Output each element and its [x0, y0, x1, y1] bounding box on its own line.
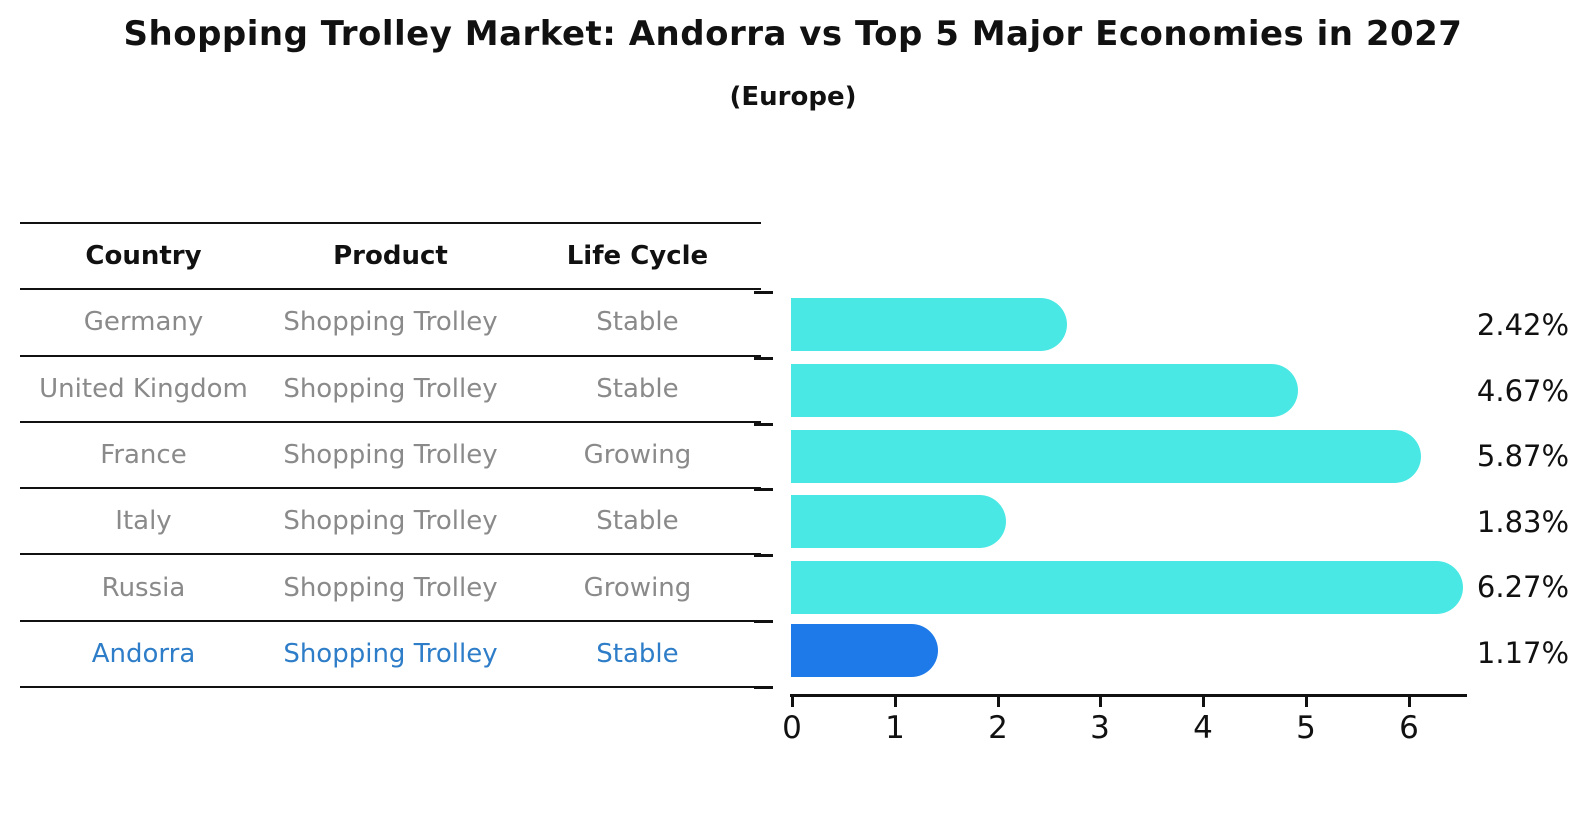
value-label: 2.42%: [1476, 308, 1570, 342]
y-axis-tick: [754, 554, 773, 557]
cell-country: Andorra: [91, 638, 196, 669]
cell-life-cycle: Growing: [583, 572, 692, 603]
value-label: 4.67%: [1476, 374, 1570, 408]
x-axis-line: [790, 694, 1467, 697]
table-header-row: Country Product Life Cycle: [20, 222, 761, 288]
bar-russia: [791, 561, 1463, 614]
x-axis-tick: [1202, 697, 1205, 707]
cell-life-cycle: Growing: [583, 439, 692, 470]
table-row-france: France Shopping Trolley Growing: [20, 420, 761, 487]
bar-andorra-highlighted: [791, 624, 938, 677]
x-axis-tick-label: 3: [1090, 710, 1110, 746]
x-axis-tick-label: 6: [1399, 710, 1419, 746]
value-label: 1.83%: [1476, 505, 1570, 539]
cell-product: Shopping Trolley: [283, 506, 498, 537]
table-row-united-kingdom: United Kingdom Shopping Trolley Stable: [20, 354, 761, 421]
cell-product: Shopping Trolley: [283, 638, 498, 669]
x-axis-tick: [1305, 697, 1308, 707]
cell-life-cycle: Stable: [596, 638, 679, 669]
x-axis-tick: [894, 697, 897, 707]
x-axis-tick: [1408, 697, 1411, 707]
x-axis-tick-label: 1: [885, 710, 905, 746]
bar-france: [791, 430, 1421, 483]
table-row-germany: Germany Shopping Trolley Stable: [20, 288, 761, 354]
cell-life-cycle: Stable: [596, 307, 679, 338]
y-axis-tick: [754, 686, 773, 689]
cell-product: Shopping Trolley: [283, 572, 498, 603]
y-axis-tick: [754, 357, 773, 360]
column-header-product: Product: [333, 241, 448, 272]
chart-title: Shopping Trolley Market: Andorra vs Top …: [123, 14, 1463, 54]
value-label: 6.27%: [1476, 570, 1570, 604]
table-row-italy: Italy Shopping Trolley Stable: [20, 487, 761, 553]
cell-life-cycle: Stable: [596, 506, 679, 537]
column-header-life-cycle: Life Cycle: [566, 241, 709, 272]
bar-germany: [791, 298, 1067, 351]
cell-country: Italy: [115, 506, 172, 537]
table-row-andorra-highlighted: Andorra Shopping Trolley Stable: [20, 619, 761, 688]
x-axis-tick-label: 2: [988, 710, 1008, 746]
x-axis-tick-label: 4: [1193, 710, 1213, 746]
chart-subtitle: (Europe): [729, 82, 857, 112]
column-header-country: Country: [85, 241, 202, 272]
cell-product: Shopping Trolley: [283, 307, 498, 338]
y-axis-tick: [754, 488, 773, 491]
y-axis-tick: [754, 620, 773, 623]
x-axis-tick: [1099, 697, 1102, 707]
bar-united-kingdom: [791, 364, 1298, 417]
cell-product: Shopping Trolley: [283, 373, 498, 404]
cell-product: Shopping Trolley: [283, 439, 498, 470]
y-axis-tick: [754, 291, 773, 294]
bar-italy: [791, 495, 1006, 548]
cell-country: France: [100, 439, 187, 470]
value-label: 5.87%: [1476, 439, 1570, 473]
data-table: Country Product Life Cycle Germany Shopp…: [20, 222, 761, 688]
value-label: 1.17%: [1476, 636, 1570, 670]
cell-life-cycle: Stable: [596, 373, 679, 404]
y-axis-tick: [754, 423, 773, 426]
table-row-russia: Russia Shopping Trolley Growing: [20, 553, 761, 619]
x-axis-tick-label: 0: [782, 710, 802, 746]
x-axis-tick-label: 5: [1296, 710, 1316, 746]
cell-country: Germany: [83, 307, 204, 338]
cell-country: United Kingdom: [39, 373, 248, 404]
x-axis-tick: [997, 697, 1000, 707]
cell-country: Russia: [101, 572, 186, 603]
x-axis-tick: [791, 697, 794, 707]
